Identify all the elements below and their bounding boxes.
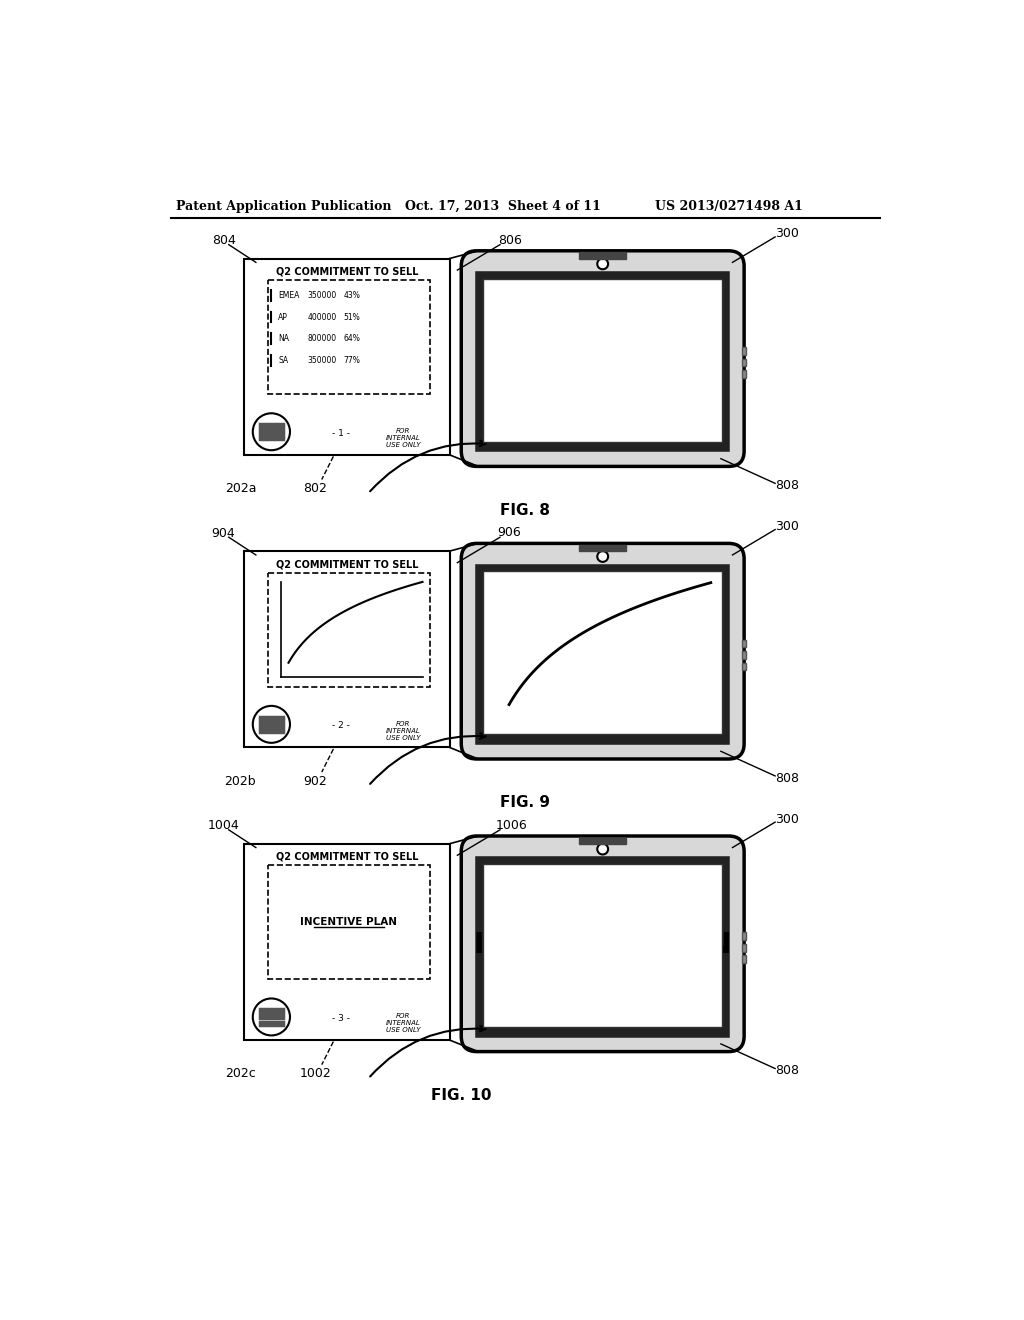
- Text: 43%: 43%: [343, 290, 360, 300]
- Text: 906: 906: [498, 527, 521, 539]
- FancyBboxPatch shape: [461, 836, 744, 1052]
- Bar: [245, 843, 450, 1040]
- Text: AP: AP: [495, 319, 514, 334]
- Circle shape: [597, 259, 608, 269]
- Text: 300: 300: [775, 813, 799, 825]
- Text: 808: 808: [775, 772, 799, 785]
- Circle shape: [253, 706, 290, 743]
- Circle shape: [253, 998, 290, 1035]
- Circle shape: [597, 843, 608, 854]
- Text: 64%: 64%: [649, 348, 684, 364]
- Text: - 1 -: - 1 -: [332, 429, 350, 438]
- Text: NA: NA: [279, 334, 290, 343]
- Text: 800000: 800000: [308, 334, 337, 343]
- Text: 804: 804: [212, 234, 236, 247]
- Text: 51%: 51%: [649, 319, 683, 334]
- Text: FOR
INTERNAL
USE ONLY: FOR INTERNAL USE ONLY: [386, 721, 421, 741]
- Text: NA: NA: [495, 348, 516, 364]
- Bar: [483, 863, 722, 1027]
- Text: 800000: 800000: [560, 348, 618, 364]
- Text: 202b: 202b: [224, 775, 256, 788]
- Text: - 3 -: - 3 -: [332, 1014, 350, 1023]
- Text: FIG. 9: FIG. 9: [500, 796, 550, 810]
- Bar: [741, 347, 746, 355]
- Bar: [741, 944, 746, 952]
- Bar: [741, 932, 746, 940]
- Bar: [741, 370, 746, 378]
- Text: Oct. 17, 2013  Sheet 4 of 11: Oct. 17, 2013 Sheet 4 of 11: [406, 199, 601, 213]
- Text: 806: 806: [498, 234, 521, 247]
- Text: 300: 300: [775, 227, 799, 240]
- Text: US 2013/0271498 A1: US 2013/0271498 A1: [655, 199, 803, 213]
- Text: - 2 -: - 2 -: [332, 722, 350, 730]
- Text: 400000: 400000: [560, 319, 618, 334]
- FancyBboxPatch shape: [461, 251, 744, 466]
- Bar: [267, 866, 430, 979]
- Text: FOR
INTERNAL
USE ONLY: FOR INTERNAL USE ONLY: [386, 1014, 421, 1034]
- Text: Q2 COMMITMENT TO SELL: Q2 COMMITMENT TO SELL: [275, 267, 418, 277]
- Text: INCENTIVE PLAN: INCENTIVE PLAN: [474, 932, 731, 960]
- Circle shape: [597, 552, 608, 562]
- Text: 77%: 77%: [343, 355, 360, 364]
- Text: Q2 COMMITMENT TO SELL: Q2 COMMITMENT TO SELL: [275, 851, 418, 862]
- Bar: [267, 280, 430, 395]
- Bar: [245, 552, 450, 747]
- Text: FIG. 8: FIG. 8: [500, 503, 550, 517]
- Text: 77%: 77%: [649, 378, 683, 393]
- Bar: [741, 640, 746, 647]
- Bar: [741, 359, 746, 367]
- Text: 51%: 51%: [343, 313, 360, 322]
- Text: 350000: 350000: [308, 290, 337, 300]
- Bar: [579, 252, 626, 259]
- Text: EMEA: EMEA: [495, 290, 538, 305]
- Text: INCENTIVE PLAN: INCENTIVE PLAN: [300, 917, 397, 927]
- Text: Q2 COMMITMENT TO SELL: Q2 COMMITMENT TO SELL: [275, 560, 418, 569]
- Text: 300: 300: [775, 520, 799, 533]
- Bar: [741, 663, 746, 671]
- Bar: [478, 859, 727, 1035]
- Text: 350000: 350000: [560, 290, 618, 305]
- Text: 1002: 1002: [300, 1068, 332, 1081]
- Text: EMEA: EMEA: [279, 290, 300, 300]
- Bar: [478, 566, 727, 742]
- Text: AP: AP: [279, 313, 288, 322]
- Text: 350000: 350000: [560, 378, 618, 393]
- Text: SA: SA: [495, 378, 515, 393]
- Text: 1004: 1004: [208, 820, 240, 833]
- Bar: [478, 275, 727, 449]
- Text: 202a: 202a: [224, 482, 256, 495]
- Text: 64%: 64%: [343, 334, 360, 343]
- Text: 808: 808: [775, 1064, 799, 1077]
- Bar: [579, 545, 626, 552]
- Circle shape: [253, 413, 290, 450]
- Bar: [245, 259, 450, 455]
- Text: 350000: 350000: [308, 355, 337, 364]
- Text: 808: 808: [775, 479, 799, 492]
- Text: 202c: 202c: [225, 1068, 256, 1081]
- Bar: [741, 651, 746, 659]
- Bar: [483, 572, 722, 734]
- Bar: [579, 837, 626, 843]
- Text: 1006: 1006: [496, 818, 528, 832]
- Text: SA: SA: [279, 355, 289, 364]
- Text: Patent Application Publication: Patent Application Publication: [176, 199, 391, 213]
- Bar: [741, 956, 746, 964]
- Bar: [483, 279, 722, 442]
- Text: 400000: 400000: [308, 313, 337, 322]
- Text: 802: 802: [303, 482, 328, 495]
- Bar: [267, 573, 430, 686]
- Text: 902: 902: [304, 775, 328, 788]
- Text: FIG. 10: FIG. 10: [431, 1088, 492, 1104]
- FancyBboxPatch shape: [461, 544, 744, 759]
- Text: FOR
INTERNAL
USE ONLY: FOR INTERNAL USE ONLY: [386, 428, 421, 447]
- Text: 904: 904: [212, 527, 236, 540]
- Text: 43%: 43%: [649, 290, 684, 305]
